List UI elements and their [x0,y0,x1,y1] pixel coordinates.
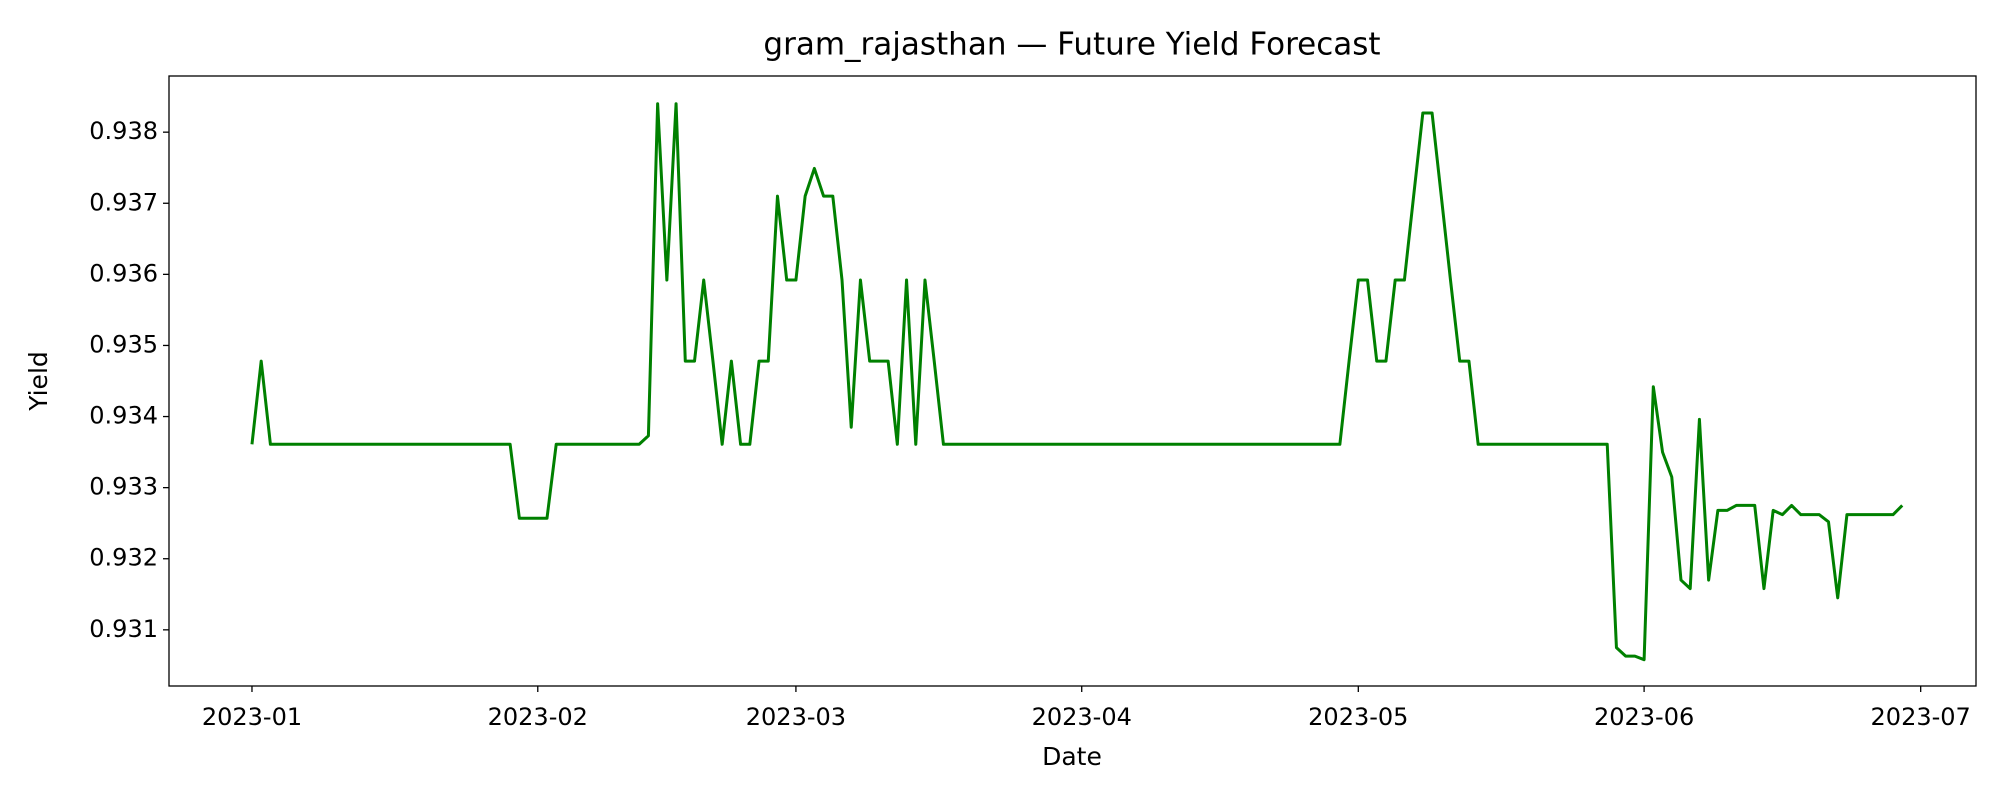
y-tick-label: 0.933 [89,473,158,501]
y-tick-label: 0.931 [89,615,158,643]
y-tick-label: 0.938 [89,117,158,145]
chart-title: gram_rajasthan — Future Yield Forecast [763,27,1380,63]
y-tick-label: 0.932 [89,544,158,572]
x-axis-label: Date [1042,742,1102,771]
x-tick-label: 2023-04 [1032,703,1132,731]
x-tick-label: 2023-01 [202,703,302,731]
x-tick-label: 2023-03 [746,703,846,731]
y-tick-label: 0.936 [89,259,158,287]
x-tick-label: 2023-07 [1871,703,1971,731]
x-tick-label: 2023-02 [488,703,588,731]
y-axis-label: Yield [24,351,53,412]
x-tick-label: 2023-05 [1308,703,1408,731]
data-line [250,102,1904,662]
plot-frame [168,75,1977,687]
y-tick-label: 0.934 [89,402,158,430]
y-tick-label: 0.935 [89,330,158,358]
x-tick-label: 2023-06 [1594,703,1694,731]
y-tick-label: 0.937 [89,188,158,216]
